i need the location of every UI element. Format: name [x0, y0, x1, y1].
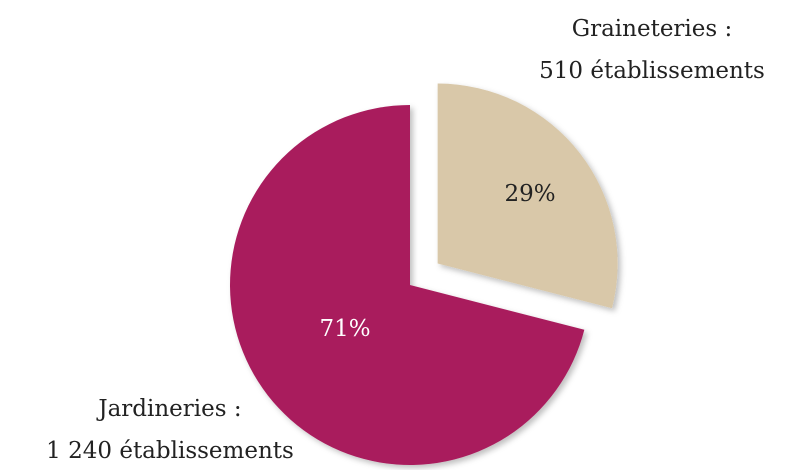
- value-label: 29%: [504, 181, 555, 207]
- category-detail: 1 240 établissements: [46, 438, 294, 464]
- category-detail: 510 établissements: [539, 58, 765, 84]
- category-label: Graineteries :: [572, 16, 733, 42]
- pie-slice: [437, 83, 618, 309]
- value-label: 71%: [319, 316, 370, 342]
- category-label: Jardineries :: [96, 396, 241, 422]
- pie-slice: [230, 105, 585, 465]
